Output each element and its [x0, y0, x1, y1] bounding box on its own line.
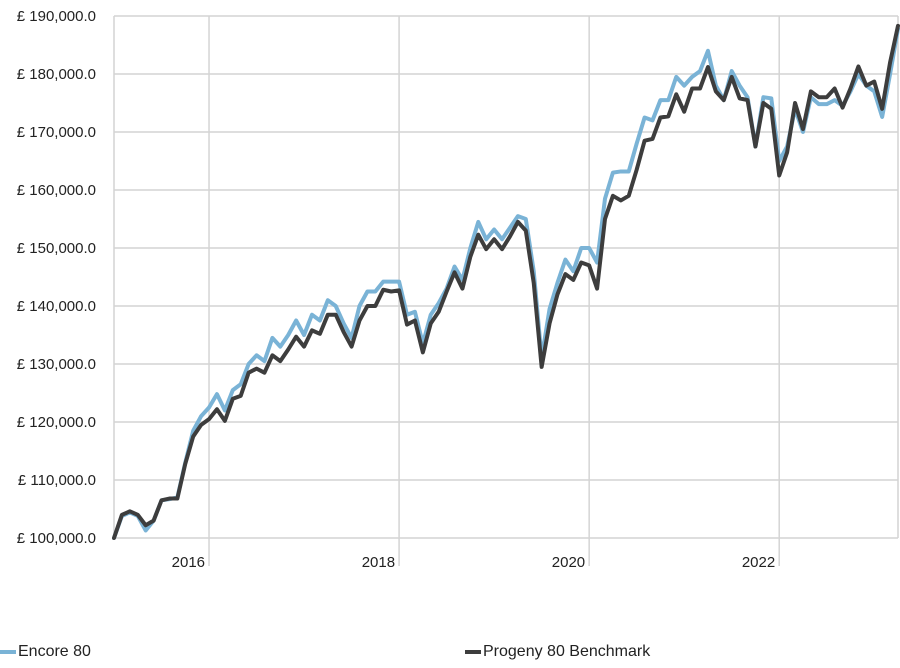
- x-axis-tick-labels: 20162018202020222024: [172, 554, 776, 571]
- legend-swatch-encore-80: [0, 650, 16, 654]
- x-tick-label: 2016: [172, 554, 205, 571]
- y-axis-tick-labels: £ 100,000.0 £ 110,000.0 £ 120,000.0 £ 130,0…: [17, 8, 96, 547]
- y-tick-label: £ 190,000.0: [17, 8, 96, 25]
- legend-item-encore-80: Encore 80: [0, 643, 91, 661]
- x-tick-label: 2020: [552, 554, 585, 571]
- x-tick-label: 2018: [362, 554, 395, 571]
- y-tick-label: £ 170,000.0: [17, 124, 96, 141]
- legend-label-encore-80: Encore 80: [18, 643, 91, 660]
- y-tick-label: £ 160,000.0: [17, 182, 96, 199]
- series-line-progeny-80-benchmark: [112, 23, 900, 540]
- y-tick-label: £ 150,000.0: [17, 240, 96, 257]
- legend-label-progeny-80-benchmark: Progeny 80 Benchmark: [483, 643, 651, 660]
- y-tick-label: £ 120,000.0: [17, 414, 96, 431]
- y-tick-label: £ 140,000.0: [17, 298, 96, 315]
- series-line-encore-80: [112, 26, 900, 540]
- y-tick-label: £ 180,000.0: [17, 66, 96, 83]
- grid-lines: [113, 15, 899, 566]
- x-tick-label: 2022: [742, 554, 775, 571]
- y-tick-label: £ 100,000.0: [17, 530, 96, 547]
- series-lines: [112, 23, 900, 540]
- y-tick-label: £ 110,000.0: [18, 472, 96, 489]
- legend-item-progeny-80-benchmark: Progeny 80 Benchmark: [465, 643, 650, 661]
- legend-swatch-progeny-80-benchmark: [465, 650, 481, 654]
- y-tick-label: £ 130,000.0: [17, 356, 96, 373]
